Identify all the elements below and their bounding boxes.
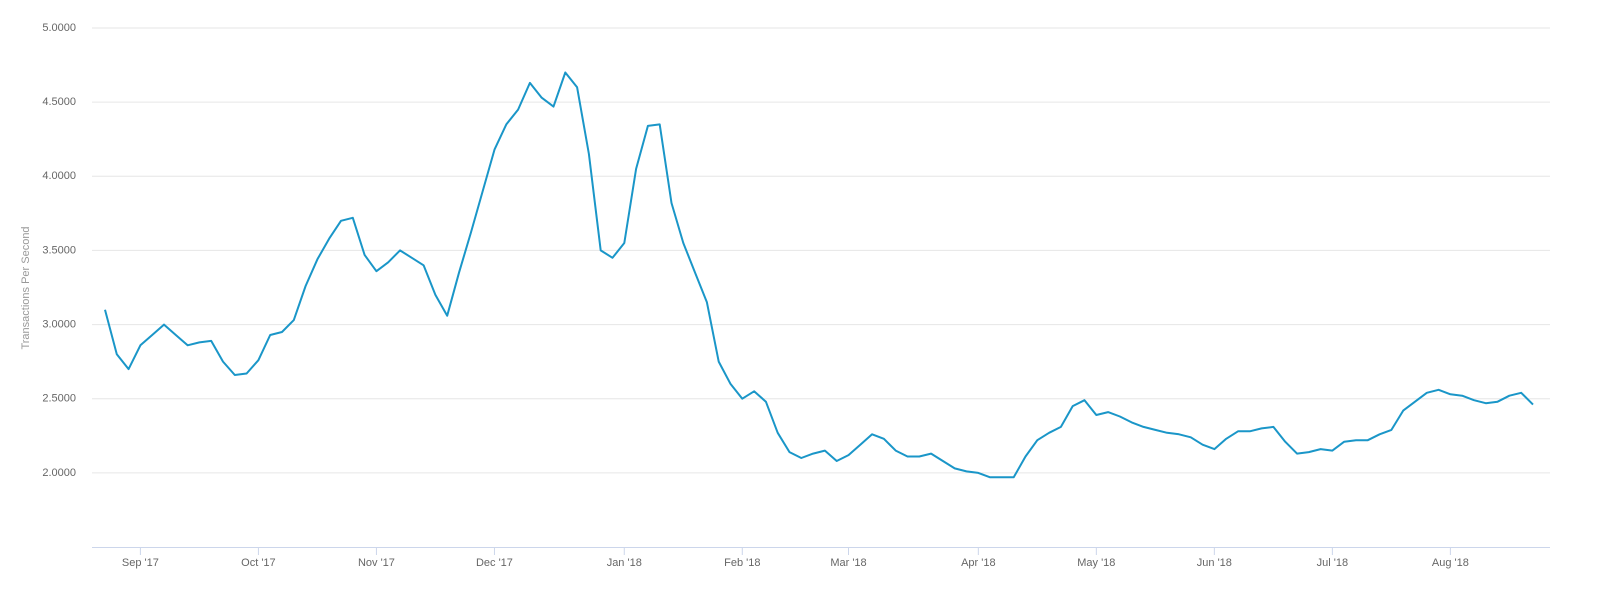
x-tick-label: Jul '18	[1317, 557, 1348, 569]
y-tick-label: 4.5000	[42, 96, 76, 108]
y-tick-label: 5.0000	[42, 22, 76, 34]
x-tick-label: Nov '17	[358, 557, 395, 569]
x-tick-label: Oct '17	[241, 557, 276, 569]
y-tick-label: 3.0000	[42, 318, 76, 330]
y-tick-label: 2.5000	[42, 393, 76, 405]
x-tick-label: Feb '18	[724, 557, 760, 569]
x-tick-label: Mar '18	[830, 557, 866, 569]
x-tick-label: Jan '18	[607, 557, 642, 569]
x-tick-label: Aug '18	[1432, 557, 1469, 569]
x-tick-label: Jun '18	[1197, 557, 1232, 569]
y-tick-label: 4.0000	[42, 170, 76, 182]
data-line	[104, 71, 1534, 479]
x-tick-label: Apr '18	[961, 557, 996, 569]
x-tick-label: Dec '17	[476, 557, 513, 569]
y-tick-label: 3.5000	[42, 244, 76, 256]
y-tick-label: 2.0000	[42, 467, 76, 479]
x-tick-label: May '18	[1077, 557, 1115, 569]
x-tick-label: Sep '17	[122, 557, 159, 569]
y-axis-label: Transactions Per Second	[20, 226, 32, 349]
